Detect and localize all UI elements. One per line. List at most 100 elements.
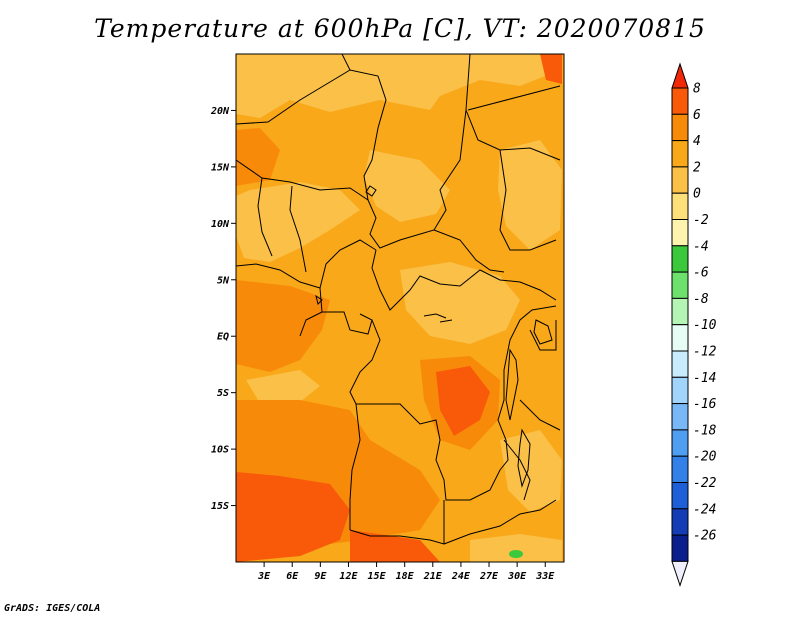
colorbar-segment: [671, 376, 689, 405]
lon-label: 6E: [286, 571, 299, 582]
colorbar-label: 2: [693, 160, 701, 175]
lon-label: 3E: [257, 571, 271, 582]
lat-label: 15N: [211, 162, 230, 173]
lon-label: 33E: [535, 571, 555, 582]
colorbar-segment: [671, 429, 689, 457]
lat-label: 10N: [211, 219, 230, 230]
field-patch-hot-northeast: [540, 54, 562, 84]
colorbar-label: 0: [693, 187, 701, 202]
border-line: [356, 305, 557, 501]
country-borders: [236, 54, 561, 545]
border-line: [467, 85, 561, 111]
field-patch-cool-tanzania: [500, 430, 562, 512]
colorbar-segment: [671, 87, 689, 115]
lon-label: 15E: [368, 571, 387, 582]
lon-label: 24E: [451, 571, 471, 582]
grads-credit: GrADS: IGES/COLA: [4, 603, 101, 614]
border-line: [371, 249, 557, 311]
field-patch-hot-namib: [236, 472, 350, 562]
map-title: Temperature at 600hPa [C], VT: 202007081…: [94, 14, 706, 43]
colorbar-segment: [671, 403, 689, 431]
field-patch-cool-east: [498, 140, 562, 250]
lat-label: 5S: [217, 388, 229, 399]
colorbar-label: 4: [693, 134, 701, 149]
border-line: [289, 185, 307, 273]
colorbar-label: -4: [693, 239, 709, 254]
lon-label: 21E: [423, 571, 443, 582]
colorbar-label: -12: [693, 345, 717, 360]
border-line: [433, 229, 505, 273]
lat-label: 20N: [210, 106, 230, 117]
colorbar-segment: [671, 140, 689, 168]
colorbar-segment: [671, 166, 689, 194]
field-patch-cool-south: [470, 534, 562, 562]
colorbar-segment: [671, 219, 689, 247]
field-patch-hot-southwest: [350, 530, 440, 562]
colorbar-segment: [671, 297, 689, 326]
lake-outline: [315, 294, 323, 305]
colorbar-label: -16: [693, 397, 717, 412]
border-line: [349, 403, 361, 530]
map-frame: [235, 53, 565, 563]
border-line: [341, 54, 351, 71]
colorbar-label: -22: [693, 476, 717, 491]
colorbar-segment: [671, 324, 689, 352]
lake-outline: [439, 319, 453, 323]
colorbar-segment: [671, 455, 689, 484]
field-patch-cool-north: [236, 54, 560, 118]
lon-label: 30E: [507, 571, 527, 582]
border-line: [529, 320, 557, 351]
colorbar-label: -18: [693, 423, 717, 438]
lat-label: 15S: [211, 501, 229, 512]
colorbar-segment: [671, 350, 689, 378]
lake-outline: [505, 348, 519, 421]
colorbar-label: -14: [693, 371, 716, 386]
lat-label: 10S: [211, 445, 229, 456]
colorbar-segment: [671, 113, 689, 142]
field-patch-cool-congo: [400, 262, 520, 344]
colorbar-label: 6: [693, 108, 701, 123]
field-patch-warm-gulf: [236, 280, 330, 372]
border-line: [257, 177, 273, 257]
border-line: [299, 311, 323, 337]
lon-label: 18E: [396, 571, 415, 582]
colorbar-label: -2: [693, 213, 709, 228]
field-patch-hot-katanga: [436, 366, 490, 436]
lake-outline: [365, 185, 377, 197]
border-line: [236, 54, 471, 249]
colorbar-label: -20: [693, 450, 717, 465]
temperature-field: [236, 54, 564, 562]
lat-label: 5N: [217, 275, 230, 286]
border-line: [349, 500, 445, 545]
field-patch-warm-west: [236, 128, 280, 186]
field-patch-cool-chad: [364, 150, 450, 222]
lake-outline: [423, 313, 447, 319]
colorbar-label: 8: [693, 82, 701, 97]
colorbar-segment: [671, 534, 689, 562]
border-line: [443, 499, 557, 545]
colorbar: 8 6 4 2 0 -2 -4 -6 -8 -10 -12 -14 -16 -18 -20 -22 -24 -26: [671, 62, 717, 587]
colorbar-label: -8: [693, 292, 709, 307]
border-line: [503, 439, 531, 501]
border-line: [236, 159, 369, 201]
colorbar-segment: [671, 482, 689, 510]
lon-label: 9E: [314, 571, 327, 582]
colorbar-top-arrow: [671, 62, 689, 89]
colorbar-label: -26: [693, 529, 717, 544]
border-line: [499, 149, 557, 251]
colorbar-label: -10: [693, 318, 717, 333]
colorbar-label: -6: [693, 266, 709, 281]
colorbar-label: -24: [693, 502, 716, 517]
field-patch-cold-spot: [509, 550, 523, 558]
field-patch-cool-atlantic: [246, 370, 320, 402]
lake-outline: [533, 319, 553, 345]
border-line: [349, 319, 381, 405]
colorbar-bottom-arrow: [671, 560, 689, 587]
colorbar-segment: [671, 192, 689, 220]
lon-label: 27E: [479, 571, 499, 582]
lake-outline: [517, 428, 531, 488]
lon-label: 12E: [339, 571, 358, 582]
colorbar-segment: [671, 245, 689, 273]
colorbar-segment: [671, 508, 689, 536]
